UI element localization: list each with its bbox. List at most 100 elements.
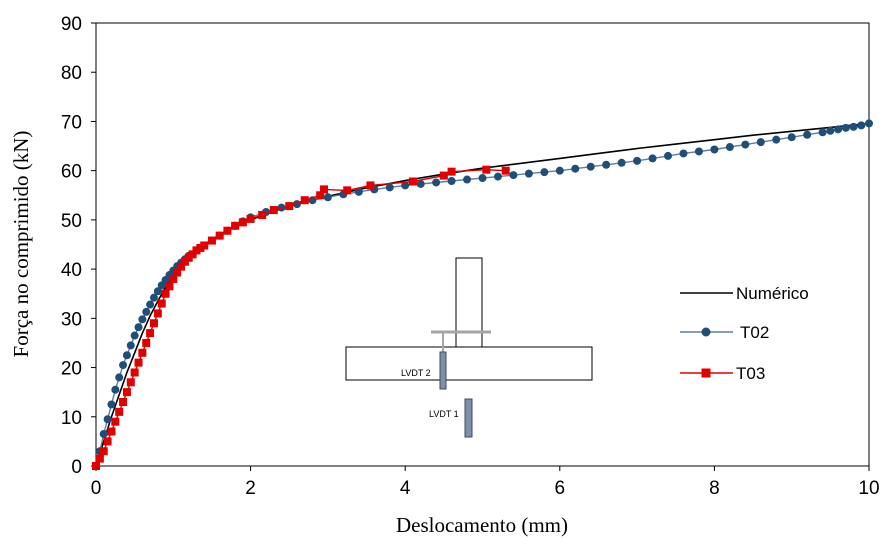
data-point-t03 xyxy=(447,167,456,176)
data-point-t02 xyxy=(803,130,812,139)
x-axis-title: Deslocamento (mm) xyxy=(396,513,568,537)
data-point-t02 xyxy=(787,133,796,142)
data-point-t02 xyxy=(834,125,843,134)
data-point-t02 xyxy=(818,128,827,137)
data-point-t02 xyxy=(354,187,363,196)
data-point-t03 xyxy=(366,181,375,190)
axis-ticks: 0 2 4 6 8 10 0 10 20 30 40 50 60 70 80 90 xyxy=(61,14,880,499)
data-point-t02 xyxy=(493,172,502,181)
data-point-t03 xyxy=(153,309,162,318)
data-point-t03 xyxy=(111,417,120,426)
data-point-t02 xyxy=(857,121,866,130)
data-point-t02 xyxy=(865,119,873,128)
data-point-t02 xyxy=(710,145,719,154)
series-line-t03 xyxy=(95,168,506,467)
data-point-t03 xyxy=(165,282,174,291)
data-point-t03 xyxy=(99,447,108,456)
data-point-t02 xyxy=(138,315,147,324)
data-point-t03 xyxy=(200,241,209,250)
data-point-t02 xyxy=(142,307,151,316)
plot-area-frame xyxy=(95,22,870,467)
y-tick-label: 90 xyxy=(61,14,82,35)
data-point-t02 xyxy=(694,147,703,156)
data-point-t02 xyxy=(756,138,765,147)
data-point-t02 xyxy=(134,323,143,332)
data-point-t03 xyxy=(138,348,147,357)
legend-label-t02: T02 xyxy=(740,323,769,342)
data-point-t02 xyxy=(126,341,135,350)
x-tick-label: 8 xyxy=(709,478,720,499)
data-point-t02 xyxy=(841,123,850,132)
series-line-t02 xyxy=(95,122,870,467)
y-tick-label: 60 xyxy=(61,162,82,183)
data-point-t03 xyxy=(119,398,128,407)
data-point-t02 xyxy=(617,158,626,167)
data-point-t03 xyxy=(126,378,135,387)
data-point-t02 xyxy=(679,149,688,158)
data-point-t02 xyxy=(416,179,425,188)
data-point-t02 xyxy=(323,193,332,202)
y-tick-label: 0 xyxy=(71,457,82,478)
y-axis-title: Força no comprimido (kN) xyxy=(9,131,33,358)
x-tick-label: 4 xyxy=(400,478,411,499)
data-point-t03 xyxy=(149,319,158,328)
data-point-t03 xyxy=(482,165,491,174)
data-point-t03 xyxy=(173,268,182,277)
data-point-t03 xyxy=(134,358,143,367)
x-tick-label: 6 xyxy=(555,478,566,499)
data-point-t03 xyxy=(177,262,186,271)
x-tick-label: 0 xyxy=(91,478,102,499)
data-point-t02 xyxy=(741,140,750,149)
data-point-t03 xyxy=(215,231,224,240)
y-tick-label: 40 xyxy=(61,260,82,281)
data-point-t02 xyxy=(602,160,611,169)
data-point-t02 xyxy=(648,154,657,163)
data-point-t03 xyxy=(258,210,267,219)
data-point-t03 xyxy=(92,462,100,470)
data-point-t03 xyxy=(161,289,170,298)
data-point-t02 xyxy=(146,300,155,309)
legend-marker-t03 xyxy=(701,368,711,378)
data-point-t03 xyxy=(238,218,247,227)
specimen-column xyxy=(455,257,483,349)
data-point-t02 xyxy=(478,174,487,183)
data-point-t02 xyxy=(633,156,642,165)
lvdt-1-sensor xyxy=(464,398,473,438)
lvdt-1-label: LVDT 1 xyxy=(429,409,459,419)
data-point-t03 xyxy=(157,299,166,308)
data-point-t03 xyxy=(316,191,325,200)
legend: Numérico T02 T03 xyxy=(680,284,809,383)
data-point-t03 xyxy=(122,388,131,397)
series-layer xyxy=(92,119,873,470)
data-point-t03 xyxy=(343,186,352,195)
data-point-t02 xyxy=(555,166,564,175)
lvdt-2-sensor xyxy=(439,351,447,390)
data-point-t02 xyxy=(401,181,410,190)
data-point-t02 xyxy=(385,183,394,192)
y-tick-label: 30 xyxy=(61,309,82,330)
data-point-t03 xyxy=(223,226,232,235)
data-point-t02 xyxy=(509,171,518,180)
data-point-t02 xyxy=(119,361,128,370)
data-point-t02 xyxy=(826,126,835,135)
y-tick-label: 10 xyxy=(61,408,82,429)
x-tick-label: 10 xyxy=(858,478,879,499)
data-point-t02 xyxy=(103,415,112,424)
data-point-t02 xyxy=(463,175,472,184)
data-point-t02 xyxy=(130,331,139,340)
data-point-t02 xyxy=(772,135,781,144)
y-tick-label: 70 xyxy=(61,112,82,133)
data-point-t03 xyxy=(95,454,104,463)
data-point-t02 xyxy=(540,168,549,177)
data-point-t02 xyxy=(432,178,441,187)
data-point-t03 xyxy=(246,214,255,223)
data-point-t02 xyxy=(524,169,533,178)
y-tick-label: 50 xyxy=(61,211,82,232)
data-point-t02 xyxy=(149,293,158,302)
legend-marker-t02 xyxy=(701,327,711,337)
data-point-t02 xyxy=(571,164,580,173)
data-point-t02 xyxy=(725,143,734,152)
data-point-t02 xyxy=(153,287,162,296)
data-point-t02 xyxy=(107,400,116,409)
data-point-t03 xyxy=(207,236,216,245)
